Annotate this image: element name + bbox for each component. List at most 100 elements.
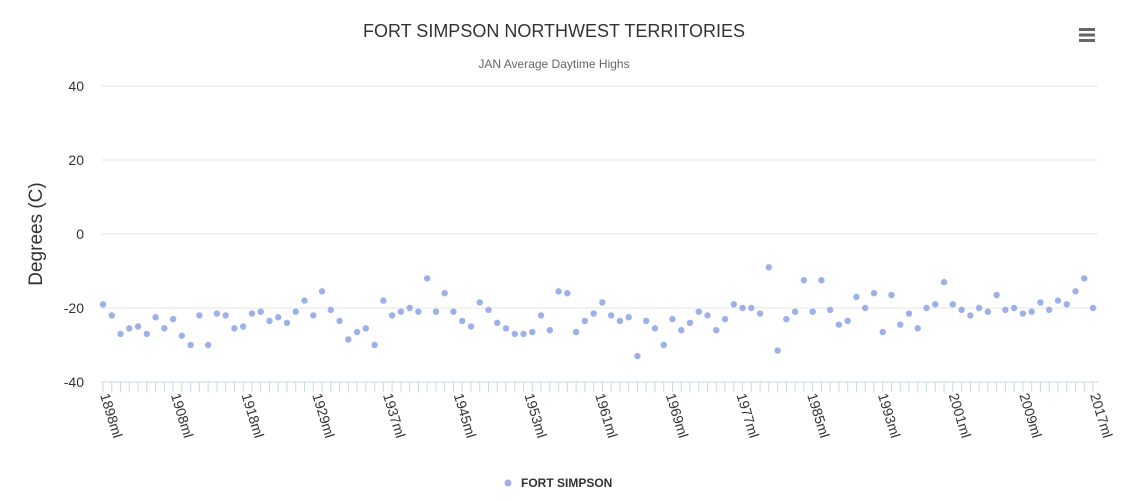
data-point[interactable] (537, 312, 545, 319)
data-point[interactable] (984, 308, 992, 315)
data-point[interactable] (949, 301, 957, 308)
data-point[interactable] (1002, 306, 1009, 314)
data-point[interactable] (853, 293, 860, 301)
data-point[interactable] (292, 308, 299, 315)
data-point[interactable] (809, 308, 816, 315)
data-point[interactable] (485, 306, 492, 314)
data-point[interactable] (161, 325, 168, 332)
data-point[interactable] (739, 304, 746, 312)
data-point[interactable] (967, 312, 974, 319)
data-point[interactable] (169, 315, 177, 323)
data-point[interactable] (765, 264, 773, 271)
data-point[interactable] (502, 325, 510, 332)
data-point[interactable] (634, 352, 641, 360)
data-point[interactable] (222, 312, 229, 319)
data-point[interactable] (686, 319, 694, 326)
data-point[interactable] (459, 317, 466, 325)
data-point[interactable] (564, 290, 571, 297)
legend-label[interactable]: FORT SIMPSON (521, 476, 612, 490)
data-point[interactable] (266, 317, 273, 325)
data-point[interactable] (546, 327, 554, 334)
data-point[interactable] (599, 299, 606, 306)
data-point[interactable] (134, 323, 142, 330)
data-point[interactable] (1010, 304, 1018, 312)
data-point[interactable] (923, 304, 930, 312)
data-point[interactable] (511, 330, 518, 338)
data-point[interactable] (275, 314, 282, 321)
data-point[interactable] (897, 321, 904, 328)
data-point[interactable] (406, 304, 413, 312)
data-point[interactable] (721, 315, 729, 323)
data-point[interactable] (397, 308, 405, 315)
data-point[interactable] (196, 312, 203, 319)
data-point[interactable] (870, 290, 878, 297)
data-point[interactable] (555, 288, 562, 295)
data-point[interactable] (704, 312, 711, 319)
data-point[interactable] (450, 308, 457, 315)
data-point[interactable] (879, 328, 886, 336)
legend[interactable]: FORT SIMPSON (504, 476, 613, 490)
data-point[interactable] (572, 328, 580, 336)
data-point[interactable] (756, 310, 764, 317)
data-point[interactable] (467, 323, 475, 330)
data-point[interactable] (388, 312, 396, 319)
data-point[interactable] (353, 328, 361, 336)
data-point[interactable] (590, 310, 597, 317)
data-point[interactable] (301, 297, 308, 304)
data-point[interactable] (143, 330, 151, 338)
data-point[interactable] (932, 301, 939, 308)
data-point[interactable] (940, 278, 948, 286)
data-point[interactable] (318, 288, 326, 295)
data-point[interactable] (248, 310, 256, 317)
data-point[interactable] (1019, 310, 1027, 317)
data-point[interactable] (862, 304, 869, 312)
data-point[interactable] (204, 341, 212, 349)
data-point[interactable] (283, 319, 291, 326)
data-point[interactable] (818, 277, 825, 284)
data-point[interactable] (529, 328, 536, 336)
data-point[interactable] (678, 327, 685, 334)
data-point[interactable] (257, 308, 264, 315)
data-point[interactable] (1081, 275, 1088, 282)
data-point[interactable] (774, 347, 781, 354)
chart-menu-button[interactable] (1073, 22, 1101, 46)
data-point[interactable] (494, 319, 501, 326)
data-point[interactable] (178, 332, 186, 339)
data-point[interactable] (625, 314, 632, 321)
data-point[interactable] (362, 325, 370, 332)
data-point[interactable] (432, 308, 440, 315)
data-point[interactable] (345, 336, 352, 343)
data-point[interactable] (835, 321, 843, 328)
data-point[interactable] (826, 306, 834, 314)
data-point[interactable] (914, 325, 921, 332)
data-point[interactable] (152, 314, 159, 321)
data-point[interactable] (581, 317, 589, 325)
data-point[interactable] (231, 325, 238, 332)
data-point[interactable] (730, 301, 737, 308)
data-point[interactable] (905, 310, 913, 317)
data-point[interactable] (791, 308, 799, 315)
data-point[interactable] (616, 317, 624, 325)
data-point[interactable] (1045, 306, 1053, 314)
data-point[interactable] (1037, 299, 1044, 306)
data-point[interactable] (380, 297, 387, 304)
data-point[interactable] (748, 304, 755, 312)
data-point[interactable] (1072, 288, 1079, 295)
data-point[interactable] (660, 341, 667, 349)
data-point[interactable] (310, 312, 317, 319)
data-point[interactable] (607, 312, 615, 319)
data-point[interactable] (695, 308, 702, 315)
data-point[interactable] (800, 277, 808, 284)
data-point[interactable] (415, 308, 422, 315)
data-point[interactable] (642, 317, 650, 325)
data-point[interactable] (117, 330, 124, 338)
data-point[interactable] (844, 317, 851, 325)
data-point[interactable] (520, 330, 527, 338)
data-point[interactable] (371, 341, 378, 349)
data-point[interactable] (327, 306, 334, 314)
data-point[interactable] (958, 306, 965, 314)
data-point[interactable] (213, 310, 221, 317)
data-point[interactable] (1063, 301, 1070, 308)
data-point[interactable] (441, 290, 448, 297)
data-point[interactable] (783, 315, 790, 323)
